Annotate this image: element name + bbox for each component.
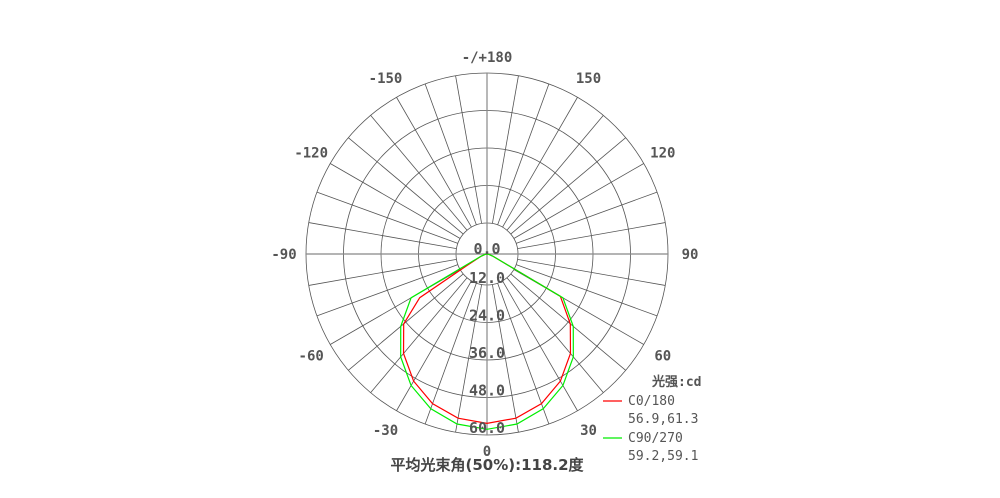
angle-label: 150 [576,71,601,87]
grid-spoke [513,163,644,239]
grid-spoke [424,282,477,425]
radial-tick-label: 48.0 [469,382,505,400]
angle-label: -60 [299,349,324,365]
grid-spoke [517,222,666,250]
radial-tick-label: 24.0 [469,307,505,325]
grid-spoke [348,137,464,235]
grid-spoke [370,277,468,393]
grid-spoke [515,191,658,244]
polar-grid [305,72,669,436]
grid-spoke [396,97,472,228]
grid-spoke [510,137,626,235]
angle-labels: -/+180 150 -150 120 -120 90 -90 60 -60 30 -30 0 [271,50,698,460]
radial-tick-label: 60.0 [469,419,505,437]
grid-spoke [330,163,461,239]
series-curve-0 [402,253,572,424]
grid-spoke [424,83,477,226]
series-curve-1 [400,253,574,430]
grid-spoke [308,222,457,250]
grid-spoke [316,191,459,244]
radial-labels: 0.0 12.0 24.0 36.0 48.0 60.0 [469,240,505,437]
grid-spoke [308,258,457,286]
grid-spoke [517,258,666,286]
grid-spoke [497,282,550,425]
grid-spoke [455,284,483,433]
legend-label-c0: C0/180 [628,394,675,409]
grid-spoke [316,264,459,317]
angle-label: 120 [650,146,675,162]
angle-label: 30 [580,423,597,439]
beam-angle-footer: 平均光束角(50%):118.2度 [390,456,584,474]
grid-spoke [491,284,519,433]
grid-spoke [396,280,472,411]
angle-label: -120 [294,146,328,162]
angle-label: -150 [369,71,403,87]
angle-label: -/+180 [462,50,513,66]
angle-label: -90 [271,247,296,263]
grid-spoke [502,97,578,228]
grid-spoke [455,75,483,224]
grid-spoke [502,280,578,411]
angle-label: 0 [483,444,491,460]
legend-value-c0: 56.9,61.3 [628,412,698,427]
angle-label: 90 [682,247,699,263]
grid-spoke [370,115,468,231]
radial-tick-label: 12.0 [469,269,505,287]
grid-spoke [510,273,626,371]
radial-tick-label: 0.0 [473,240,500,258]
grid-spoke [506,115,604,231]
grid-spoke [491,75,519,224]
grid-spoke [506,277,604,393]
radial-tick-label: 36.0 [469,344,505,362]
curves [400,253,574,430]
grid-spoke [348,273,464,371]
grid-spoke [497,83,550,226]
angle-label: -30 [373,423,398,439]
legend-label-c90: C90/270 [628,431,683,446]
grid-spoke [515,264,658,317]
unit-label: 光强:cd [651,374,701,390]
legend-value-c90: 59.2,59.1 [628,449,698,464]
angle-label: 60 [654,349,671,365]
